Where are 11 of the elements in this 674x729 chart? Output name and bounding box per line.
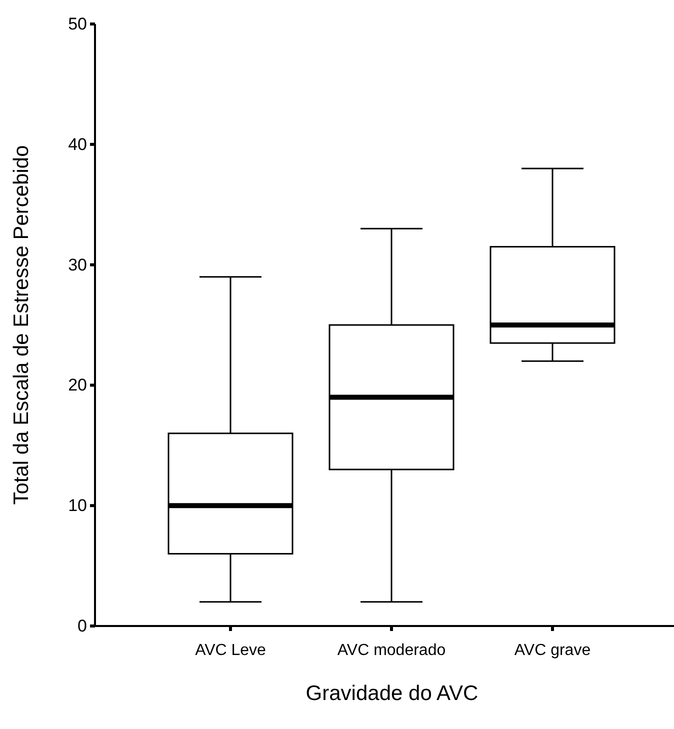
y-tick-label: 40 xyxy=(68,134,87,154)
x-tick-label: AVC moderado xyxy=(337,642,446,659)
y-tick-label: 30 xyxy=(68,255,87,274)
x-tick-label: AVC Leve xyxy=(195,642,266,659)
x-tick-label: AVC grave xyxy=(514,642,591,659)
x-axis-title: Gravidade do AVC xyxy=(306,682,478,705)
y-tick-label: 50 xyxy=(68,14,87,34)
y-tick-label: 10 xyxy=(68,496,87,516)
y-tick-label: 0 xyxy=(78,616,87,636)
y-tick-label: 20 xyxy=(68,376,87,395)
y-axis-title: Total da Escala de Estresse Percebido xyxy=(10,145,33,505)
